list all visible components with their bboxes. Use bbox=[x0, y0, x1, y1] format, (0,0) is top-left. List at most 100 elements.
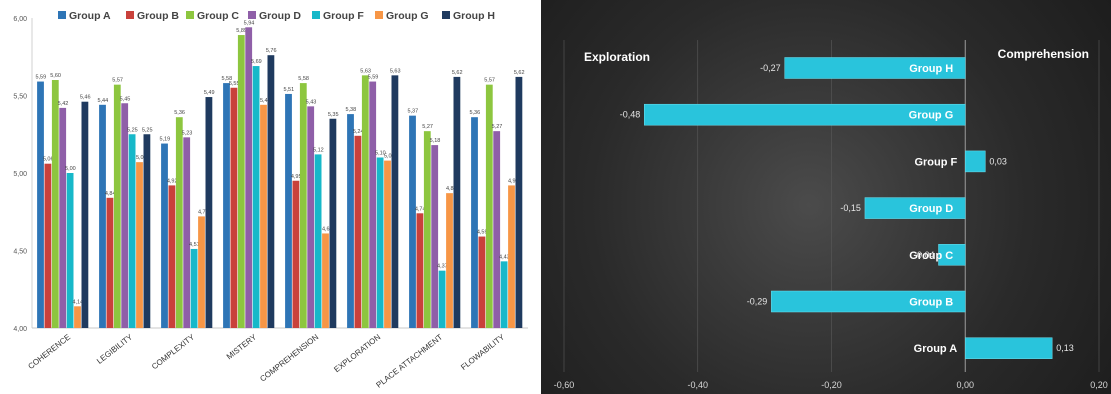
bar-value-label: 5,59 bbox=[368, 75, 379, 81]
bar bbox=[322, 233, 329, 328]
bar-value-label: 4,84 bbox=[105, 191, 116, 197]
bar bbox=[74, 306, 81, 328]
bar-value-label: 5,58 bbox=[298, 76, 309, 82]
bar-value-label: 5,0 bbox=[136, 155, 144, 161]
bar bbox=[864, 197, 966, 219]
bar-value-label: 4,51 bbox=[189, 242, 200, 248]
x-category-label: COMPLEXITY bbox=[150, 332, 197, 371]
bar-value-label: -0,15 bbox=[840, 203, 861, 213]
bar bbox=[478, 236, 486, 328]
bar-value-label: 5,63 bbox=[360, 68, 371, 74]
x-category-label: FLOWABILITY bbox=[459, 332, 507, 372]
bar bbox=[446, 193, 453, 328]
bar bbox=[161, 143, 168, 328]
legend-swatch bbox=[186, 11, 194, 19]
legend-swatch bbox=[248, 11, 256, 19]
legend-label: Group A bbox=[69, 10, 111, 22]
bar bbox=[113, 84, 121, 329]
bar-value-label: 5,57 bbox=[484, 78, 495, 84]
bar bbox=[329, 118, 337, 328]
bar-value-label: 5,37 bbox=[407, 109, 418, 115]
bar-value-label: 5,12 bbox=[313, 147, 324, 153]
bar-value-label: 5,44 bbox=[97, 98, 108, 104]
annotation-comprehension: Comprehension bbox=[998, 47, 1089, 61]
bar-value-label: 5,25 bbox=[142, 127, 153, 133]
bar bbox=[59, 107, 67, 329]
bar bbox=[771, 290, 966, 313]
bar-value-label: 5,57 bbox=[112, 78, 123, 84]
bar bbox=[267, 55, 275, 328]
legend-label: Group B bbox=[137, 10, 179, 22]
bar bbox=[384, 160, 391, 328]
bar-value-label: 4,6 bbox=[322, 226, 330, 232]
bar bbox=[99, 104, 106, 328]
bar-value-label: 5,10 bbox=[375, 151, 386, 157]
x-tick-label: 0,00 bbox=[956, 380, 974, 390]
category-label: Group G bbox=[909, 110, 954, 122]
bar-value-label: 5,24 bbox=[353, 129, 364, 135]
bar-value-label: 5,42 bbox=[58, 101, 69, 107]
x-category-label: MISTERY bbox=[225, 332, 259, 361]
bar-value-label: 5,76 bbox=[266, 48, 277, 54]
bar-value-label: -0,04 bbox=[914, 250, 935, 260]
legend-label: Group F bbox=[323, 10, 364, 22]
bar bbox=[416, 213, 424, 328]
bar-value-label: 5,36 bbox=[469, 110, 480, 116]
bar bbox=[223, 83, 230, 328]
category-label: Group A bbox=[914, 343, 958, 355]
x-tick-label: 0,20 bbox=[1090, 380, 1108, 390]
legend-swatch bbox=[126, 11, 134, 19]
bar-value-label: 4,7 bbox=[198, 209, 206, 215]
category-label: Group C bbox=[909, 250, 953, 262]
legend-label: Group D bbox=[259, 10, 301, 22]
category-label: Group B bbox=[909, 297, 953, 309]
bar-value-label: 4,37 bbox=[437, 264, 448, 270]
bar bbox=[515, 76, 523, 329]
bar bbox=[965, 337, 1053, 359]
legend-swatch bbox=[442, 11, 450, 19]
bar bbox=[44, 163, 52, 328]
legend-label: Group C bbox=[197, 10, 239, 22]
x-category-label: COMPREHENSION bbox=[258, 332, 320, 383]
bar-value-label: -0,48 bbox=[620, 110, 641, 120]
bar bbox=[314, 154, 322, 328]
bar-value-label: 4,43 bbox=[499, 254, 510, 260]
bar-value-label: 5,60 bbox=[50, 73, 61, 79]
grouped-bar-chart: 4,00 4,50 5,00 5,50 6,00 Group A Group B Group … bbox=[13, 10, 528, 390]
bar-value-label: 0,03 bbox=[989, 156, 1007, 166]
bar-value-label: 5,43 bbox=[306, 99, 317, 105]
bar bbox=[198, 216, 205, 328]
bar bbox=[508, 185, 515, 328]
bar bbox=[106, 197, 114, 328]
bar-value-label: 4,95 bbox=[291, 174, 302, 180]
bar bbox=[409, 115, 416, 329]
bar-value-label: 5,46 bbox=[80, 95, 91, 101]
bar-value-label: 5,55 bbox=[229, 81, 240, 87]
bar bbox=[175, 117, 183, 328]
bar-value-label: 5,0 bbox=[384, 154, 392, 160]
bar-value-label: 5,59 bbox=[35, 75, 46, 81]
bar-value-label: -0,27 bbox=[760, 63, 781, 73]
y-tick-label: 5,00 bbox=[13, 171, 27, 178]
bar bbox=[299, 83, 307, 328]
legend-label: Group H bbox=[453, 10, 495, 22]
x-category-label: EXPLORATION bbox=[332, 332, 382, 374]
difference-bar-chart-panel: -0,60 -0,40 -0,20 0,00 0,20 Exploration Compre… bbox=[541, 0, 1111, 394]
bar-value-label: 5,49 bbox=[204, 90, 215, 96]
bar bbox=[431, 145, 439, 328]
bar bbox=[307, 106, 315, 328]
annotation-exploration: Exploration bbox=[584, 50, 650, 64]
x-category-label: LEGIBILITY bbox=[95, 332, 135, 366]
bar-value-label: 5,23 bbox=[182, 130, 193, 136]
bar bbox=[260, 104, 267, 328]
bar-value-label: 5,35 bbox=[328, 112, 339, 118]
legend-swatch bbox=[312, 11, 320, 19]
bar bbox=[37, 81, 44, 328]
bar bbox=[292, 180, 300, 328]
bar bbox=[369, 81, 377, 328]
bar-value-label: 5,51 bbox=[283, 87, 294, 93]
bar bbox=[500, 261, 508, 328]
bar-value-label: 5,25 bbox=[127, 127, 138, 133]
bar bbox=[121, 103, 129, 328]
bar bbox=[237, 35, 245, 329]
